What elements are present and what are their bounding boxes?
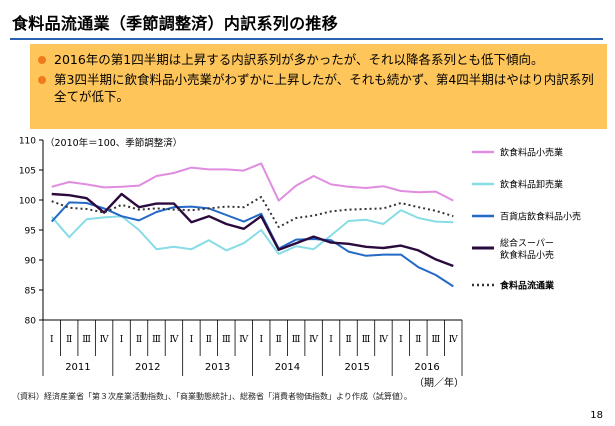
y-tick-label: 95 (25, 227, 36, 237)
x-tick-label: Ⅰ (329, 335, 333, 345)
y-tick-label: 110 (19, 137, 36, 147)
series-line (50, 209, 454, 255)
year-label: 2011 (65, 362, 90, 373)
chart-legend: 飲食料品小売業飲食料品卸売業百貨店飲食料品小売総合スーパー飲食料品小売食料品流通… (472, 147, 581, 292)
x-tick-label: Ⅱ (136, 335, 142, 345)
x-tick-label: Ⅳ (309, 335, 319, 345)
x-tick-label: Ⅲ (152, 335, 161, 345)
legend-label: 百貨店飲食料品小売 (500, 211, 581, 223)
y-tick-label: 85 (25, 287, 36, 297)
x-tick-label: Ⅳ (169, 335, 179, 345)
x-tick-label: Ⅰ (120, 335, 124, 345)
year-label: 2014 (275, 362, 300, 373)
series-line (51, 192, 454, 268)
x-tick-label: Ⅳ (100, 335, 110, 345)
bullet-dot-icon (38, 76, 46, 84)
x-tick-label: Ⅰ (399, 335, 403, 345)
y-tick-label: 90 (25, 257, 37, 267)
x-tick-label: Ⅱ (415, 335, 421, 345)
chart-series-lines (50, 162, 454, 288)
x-tick-label: Ⅰ (259, 335, 263, 345)
page-number: 18 (590, 410, 603, 421)
x-tick-label: Ⅱ (276, 335, 282, 345)
bullet-dot-icon (38, 56, 46, 64)
x-tick-label: Ⅳ (449, 335, 459, 345)
summary-bullet-text: 第3四半期に飲食料品小売業がわずかに上昇したが、それも続かず、第4四半期はやはり… (54, 72, 594, 104)
x-tick-label: Ⅲ (82, 335, 91, 345)
year-label: 2012 (135, 362, 160, 373)
legend-label: 飲食料品小売 (500, 249, 554, 261)
x-tick-label: Ⅲ (431, 335, 440, 345)
summary-bullet: 2016年の第1四半期は上昇する内訳系列が多かったが、それ以降各系列とも低下傾向… (38, 51, 599, 68)
x-unit-label: （期／年） (414, 376, 464, 389)
legend-label: 総合スーパー (500, 237, 554, 249)
summary-bullet: 第3四半期に飲食料品小売業がわずかに上昇したが、それも続かず、第4四半期はやはり… (38, 71, 599, 105)
y-tick-label: 100 (19, 197, 36, 207)
summary-bullet-text: 2016年の第1四半期は上昇する内訳系列が多かったが、それ以降各系列とも低下傾向… (54, 52, 544, 67)
x-tick-label: Ⅰ (50, 335, 54, 345)
year-label: 2016 (414, 362, 439, 373)
page-title: 食料品流通業（季節調整済）内訳系列の推移 (12, 14, 339, 33)
x-tick-label: Ⅳ (239, 335, 249, 345)
x-tick-label: Ⅲ (362, 335, 371, 345)
legend-label: 飲食料品卸売業 (500, 179, 563, 191)
series-line (51, 196, 454, 228)
y-tick-label: 80 (25, 317, 37, 327)
chart-annotation: （2010年＝100、季節調整済） (45, 137, 182, 149)
series-line (51, 162, 454, 202)
series-line (50, 201, 454, 288)
title-underline (10, 38, 603, 40)
x-tick-label: Ⅱ (66, 335, 72, 345)
x-tick-label: Ⅱ (345, 335, 351, 345)
x-tick-label: Ⅰ (190, 335, 194, 345)
x-tick-label: Ⅲ (222, 335, 231, 345)
x-tick-label: Ⅳ (379, 335, 389, 345)
year-label: 2015 (345, 362, 370, 373)
source-footnote: （資料）経済産業省「第３次産業活動指数」、「商業動態統計」、総務省「消費者物価指… (12, 392, 412, 401)
year-label: 2013 (205, 362, 230, 373)
legend-label: 飲食料品小売業 (500, 147, 563, 159)
summary-box: 2016年の第1四半期は上昇する内訳系列が多かったが、それ以降各系列とも低下傾向… (30, 44, 607, 129)
x-tick-label: Ⅱ (206, 335, 212, 345)
y-tick-label: 105 (19, 167, 36, 177)
x-tick-label: Ⅲ (292, 335, 301, 345)
legend-label: 食料品流通業 (499, 280, 555, 292)
